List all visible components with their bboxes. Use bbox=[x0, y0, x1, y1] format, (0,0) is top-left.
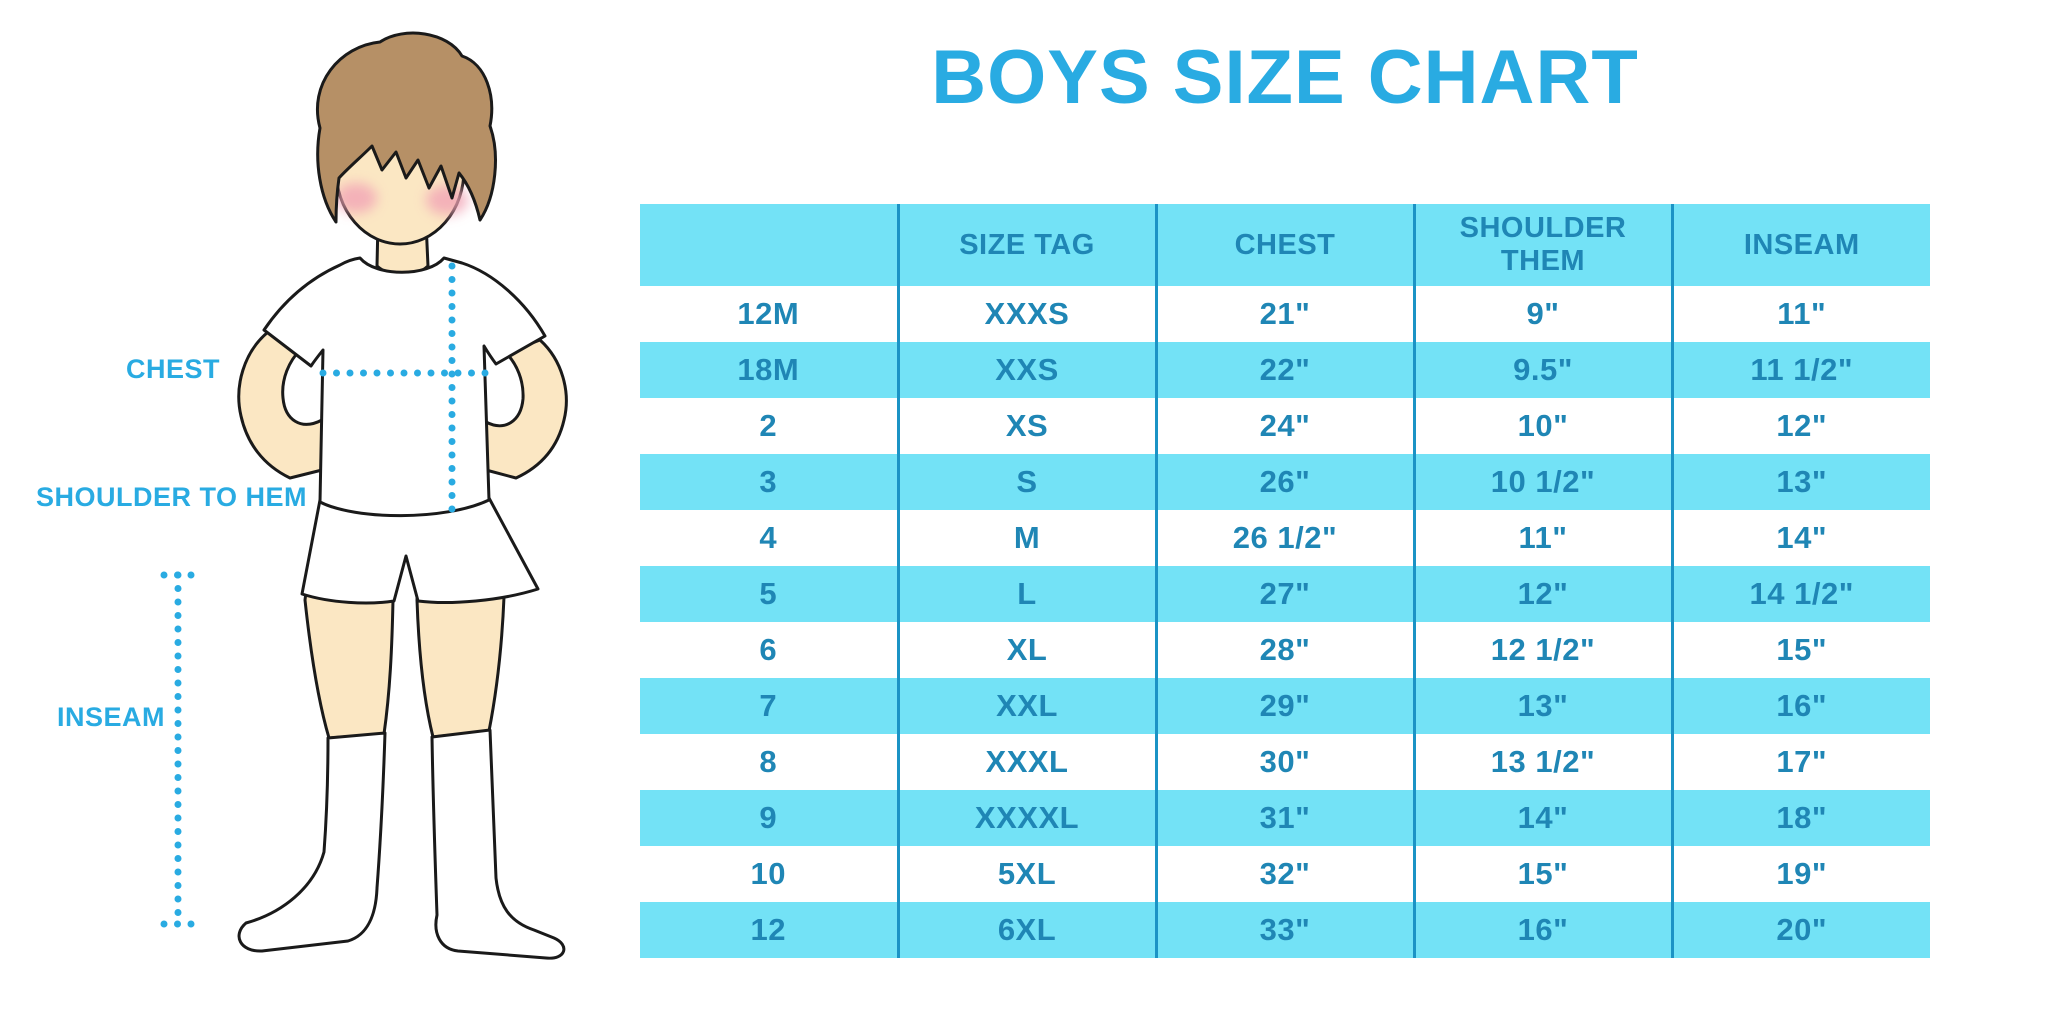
shoulder-to-hem-label: SHOULDER TO HEM bbox=[36, 482, 308, 512]
right-arm bbox=[484, 338, 568, 480]
table-row: 12M XXXS 21" 9" 11" bbox=[640, 286, 1930, 342]
table-row: 12 6XL 33" 16" 20" bbox=[640, 902, 1930, 958]
table-cell: 11" bbox=[1412, 510, 1672, 566]
table-cell: 3 bbox=[640, 454, 898, 510]
table-cell: 16" bbox=[1412, 902, 1672, 958]
size-table-header: SIZE TAG CHEST SHOULDER THEM INSEAM bbox=[640, 204, 1930, 286]
right-sock bbox=[430, 728, 566, 960]
table-cell: 26 1/2" bbox=[1154, 510, 1414, 566]
table-row: 5 L 27" 12" 14 1/2" bbox=[640, 566, 1930, 622]
table-cell: 7 bbox=[640, 678, 898, 734]
table-cell: 12 bbox=[640, 902, 898, 958]
table-cell: L bbox=[896, 566, 1156, 622]
table-cell: 9 bbox=[640, 790, 898, 846]
header-cell-inseam: INSEAM bbox=[1670, 204, 1930, 286]
table-cell: XXL bbox=[896, 678, 1156, 734]
table-row: 2 XS 24" 10" 12" bbox=[640, 398, 1930, 454]
table-cell: 19" bbox=[1670, 846, 1930, 902]
left-sock bbox=[237, 731, 387, 953]
table-cell: XXS bbox=[896, 342, 1156, 398]
inseam-label: INSEAM bbox=[57, 702, 166, 732]
hair bbox=[316, 31, 497, 224]
table-cell: 12 1/2" bbox=[1412, 622, 1672, 678]
left-blush bbox=[335, 183, 377, 213]
header-cell-chest: CHEST bbox=[1154, 204, 1414, 286]
table-cell: S bbox=[896, 454, 1156, 510]
table-cell: 21" bbox=[1154, 286, 1414, 342]
t-shirt bbox=[262, 256, 547, 518]
table-row: 4 M 26 1/2" 11" 14" bbox=[640, 510, 1930, 566]
table-cell: XXXS bbox=[896, 286, 1156, 342]
table-cell: 26" bbox=[1154, 454, 1414, 510]
table-cell: 12" bbox=[1412, 566, 1672, 622]
table-cell: 6XL bbox=[896, 902, 1156, 958]
table-cell: 14" bbox=[1412, 790, 1672, 846]
table-cell: 17" bbox=[1670, 734, 1930, 790]
table-cell: 10" bbox=[1412, 398, 1672, 454]
table-cell: 33" bbox=[1154, 902, 1414, 958]
table-cell: 15" bbox=[1412, 846, 1672, 902]
table-cell: M bbox=[896, 510, 1156, 566]
header-cell-size-tag: SIZE TAG bbox=[896, 204, 1156, 286]
table-cell: 2 bbox=[759, 408, 778, 443]
table-cell: 5 bbox=[640, 566, 898, 622]
table-cell: 11" bbox=[1670, 286, 1930, 342]
table-cell: 30" bbox=[1154, 734, 1414, 790]
table-row: 7 XXL 29" 13" 16" bbox=[640, 678, 1930, 734]
table-row: 18M XXS 22" 9.5" 11 1/2" bbox=[640, 342, 1930, 398]
table-cell: 13 1/2" bbox=[1412, 734, 1672, 790]
chest-label: CHEST bbox=[126, 354, 221, 384]
table-cell: 13" bbox=[1412, 678, 1672, 734]
header-cell-size bbox=[640, 204, 898, 286]
table-cell: 5XL bbox=[896, 846, 1156, 902]
table-row: 6 XL 28" 12 1/2" 15" bbox=[640, 622, 1930, 678]
table-cell: 28" bbox=[1154, 622, 1414, 678]
table-cell: 20" bbox=[1670, 902, 1930, 958]
table-cell: 32" bbox=[1154, 846, 1414, 902]
table-cell: XL bbox=[896, 622, 1156, 678]
table-cell: 10 1/2" bbox=[1412, 454, 1672, 510]
table-cell: 4 bbox=[759, 520, 778, 555]
table-cell: 14 1/2" bbox=[1670, 566, 1930, 622]
table-cell: 18" bbox=[1670, 790, 1930, 846]
table-cell: 8 bbox=[759, 744, 778, 779]
table-row: 3 S 26" 10 1/2" 13" bbox=[640, 454, 1930, 510]
boy-illustration bbox=[160, 31, 568, 960]
table-cell: 12" bbox=[1670, 398, 1930, 454]
table-cell: 14" bbox=[1670, 510, 1930, 566]
table-cell: XXXL bbox=[896, 734, 1156, 790]
table-cell: 27" bbox=[1154, 566, 1414, 622]
right-blush bbox=[426, 185, 468, 215]
table-row: 9 XXXXL 31" 14" 18" bbox=[640, 790, 1930, 846]
page-title: BOYS SIZE CHART bbox=[931, 35, 1639, 120]
table-cell: 13" bbox=[1670, 454, 1930, 510]
table-row: 10 5XL 32" 15" 19" bbox=[640, 846, 1930, 902]
table-cell: 18M bbox=[640, 342, 898, 398]
header-cell-shoulder: SHOULDER THEM bbox=[1412, 204, 1672, 286]
table-cell: 6 bbox=[759, 632, 778, 667]
table-row: 8 XXXL 30" 13 1/2" 17" bbox=[640, 734, 1930, 790]
table-cell: XXXXL bbox=[896, 790, 1156, 846]
header-row: SIZE TAG CHEST SHOULDER THEM INSEAM bbox=[640, 204, 1930, 286]
table-cell: 15" bbox=[1670, 622, 1930, 678]
table-cell: 9.5" bbox=[1412, 342, 1672, 398]
table-cell: 16" bbox=[1670, 678, 1930, 734]
table-cell: 22" bbox=[1154, 342, 1414, 398]
table-cell: 10 bbox=[750, 856, 786, 891]
table-cell: 11 1/2" bbox=[1670, 342, 1930, 398]
size-table: SIZE TAG CHEST SHOULDER THEM INSEAM 12M X… bbox=[640, 204, 1930, 958]
size-table-body: 12M XXXS 21" 9" 11" 18M XXS 22" 9.5" 11 1/2" 2 XS 24… bbox=[640, 286, 1930, 958]
left-arm bbox=[237, 330, 324, 480]
table-cell: 31" bbox=[1154, 790, 1414, 846]
table-cell: 12M bbox=[737, 296, 800, 331]
table-cell: 9" bbox=[1412, 286, 1672, 342]
table-cell: XS bbox=[896, 398, 1156, 454]
table-cell: 29" bbox=[1154, 678, 1414, 734]
table-cell: 24" bbox=[1154, 398, 1414, 454]
